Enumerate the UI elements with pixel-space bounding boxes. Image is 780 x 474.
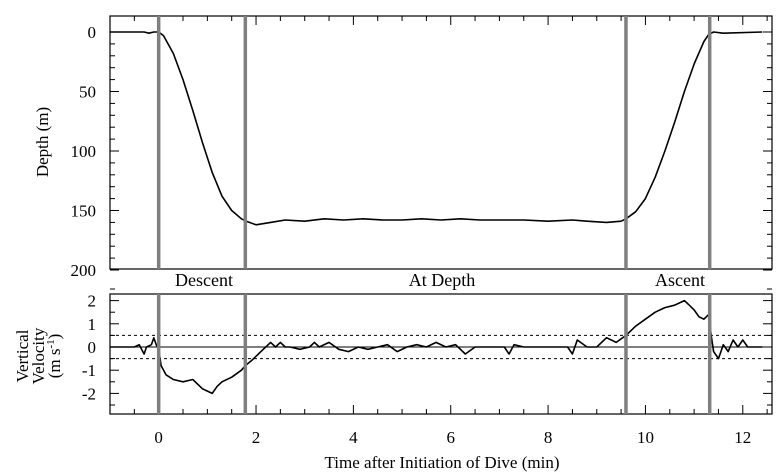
phase-boundaries [156, 16, 712, 414]
depth-axis-label: Depth (m) [33, 107, 52, 177]
velocity-unit-close: ) [45, 334, 64, 340]
phase-label-descent: Descent [175, 270, 233, 290]
time-axis-label: Time after Initiation of Dive (min) [325, 453, 560, 472]
time-tick-label: 2 [252, 428, 261, 447]
depth-panel-frame [109, 15, 773, 270]
depth-tick-label: 50 [79, 83, 96, 102]
velocity-tick-label: 1 [88, 315, 97, 334]
time-tick-label: 10 [637, 428, 654, 447]
time-tick-label: 4 [349, 428, 358, 447]
velocity-tick-label: 0 [88, 338, 97, 357]
time-tick-label: 12 [734, 428, 751, 447]
depth-tick-label: 100 [71, 142, 97, 161]
velocity-tick-label: 2 [88, 292, 97, 311]
time-tick-label: 6 [446, 428, 455, 447]
depth-tick-label: 0 [88, 23, 97, 42]
depth-tick-label: 150 [71, 202, 97, 221]
velocity-panel-frame [109, 293, 773, 415]
depth-trace [110, 31, 763, 226]
velocity-tick-label: -1 [82, 361, 96, 380]
velocity-axis-label-line2: Velocity [29, 327, 48, 384]
depth-axis: 0 50 100 150 200 [71, 23, 772, 280]
depth-tick-label: 200 [71, 261, 97, 280]
time-axis: 0 2 4 6 8 10 12 [109, 16, 768, 447]
velocity-unit-base: (m s [45, 349, 64, 379]
phase-label-at-depth: At Depth [409, 270, 476, 290]
velocity-axis-label-line1: Vertical [13, 329, 32, 382]
velocity-axis-label: Vertical Velocity (m s-1) [13, 327, 64, 384]
velocity-axis-label-line3: (m s-1) [45, 334, 64, 379]
time-tick-label: 0 [154, 428, 163, 447]
velocity-tick-label: -2 [82, 384, 96, 403]
velocity-unit-exponent: -1 [45, 339, 57, 348]
velocity-trace [110, 299, 763, 395]
time-tick-label: 8 [544, 428, 553, 447]
phase-label-ascent: Ascent [655, 270, 705, 290]
